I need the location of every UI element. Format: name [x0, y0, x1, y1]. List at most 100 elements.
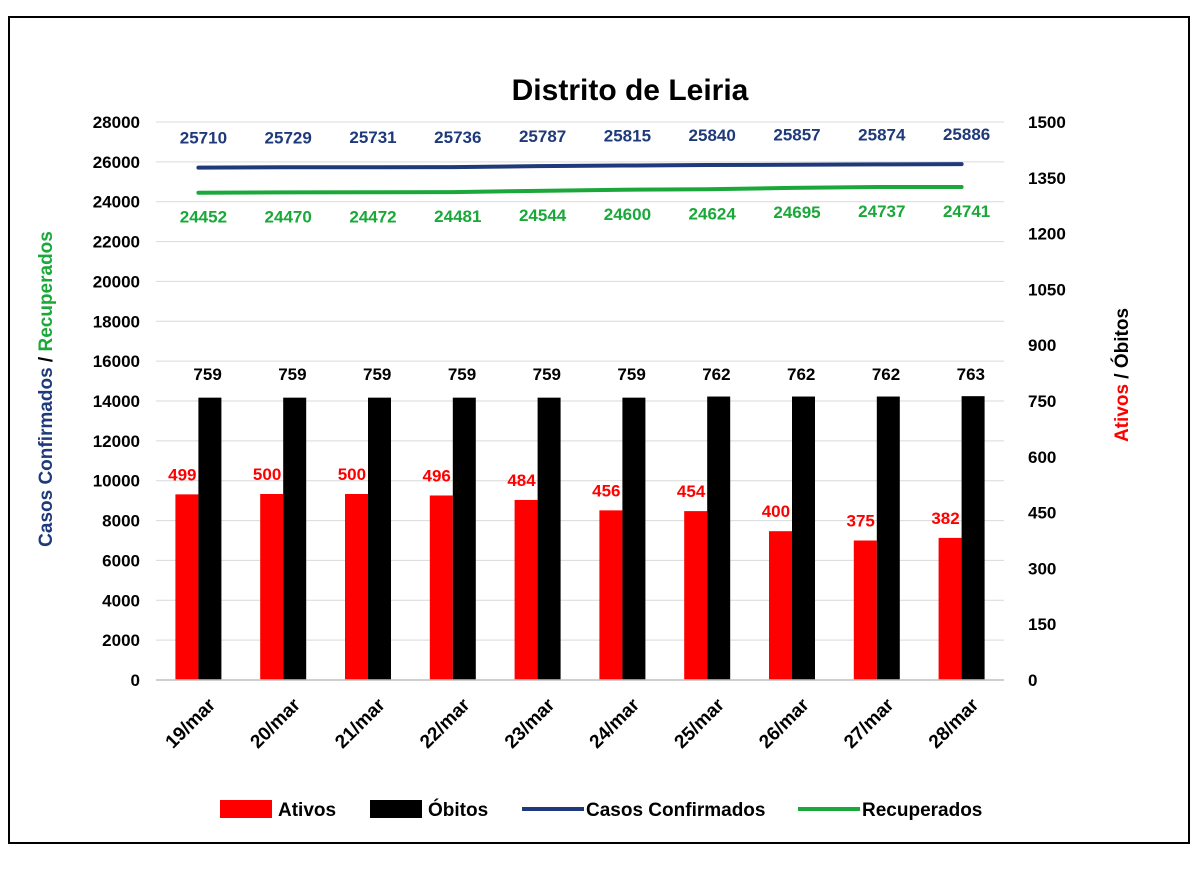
legend: Ativos Óbitos Casos Confirmados Recuperados: [220, 799, 982, 821]
data-label-ativos: 499: [168, 465, 196, 484]
legend-label-óbitos: Óbitos: [428, 799, 488, 821]
left-axis-tick-label: 4000: [102, 591, 140, 610]
right-axis-title-part1: Ativos: [1112, 384, 1133, 442]
chart-title: Distrito de Leiria: [512, 74, 749, 107]
x-category-label: 22/mar: [416, 694, 475, 753]
legend-label-ativos: Ativos: [278, 800, 336, 821]
data-label-casos-confirmados: 25787: [519, 127, 566, 146]
bar-ativos: [260, 494, 284, 680]
data-label-casos-confirmados: 25857: [773, 126, 820, 145]
left-axis-title-separator: /: [36, 352, 57, 368]
bar-óbitos: [537, 397, 561, 680]
data-label-recuperados: 24472: [349, 207, 396, 226]
bar-óbitos: [198, 397, 222, 680]
data-label-óbitos: 759: [617, 365, 645, 384]
bar-óbitos: [368, 397, 391, 680]
bars-group: [175, 396, 985, 680]
left-axis-tick-label: 6000: [102, 551, 140, 570]
bar-óbitos: [707, 396, 731, 680]
bar-óbitos: [961, 396, 985, 680]
lines-group: [196, 162, 964, 195]
data-label-casos-confirmados: 25731: [349, 128, 396, 147]
left-axis-title: Casos Confirmados / Recuperados: [36, 231, 57, 547]
data-label-recuperados: 24737: [858, 202, 905, 221]
bar-óbitos: [283, 397, 307, 680]
data-label-recuperados: 24481: [434, 207, 481, 226]
left-axis-title-part1: Casos Confirmados: [36, 367, 57, 546]
data-label-recuperados: 24741: [943, 202, 990, 221]
bar-óbitos: [792, 396, 815, 680]
bar-ativos: [769, 531, 792, 680]
legend-swatch-óbitos: [370, 800, 422, 818]
right-axis-tick-label: 750: [1028, 392, 1056, 411]
right-axis-tick-label: 450: [1028, 504, 1056, 523]
data-label-casos-confirmados: 25710: [180, 129, 227, 148]
data-label-recuperados: 24544: [519, 206, 567, 225]
data-label-ativos: 500: [338, 465, 366, 484]
bar-ativos: [599, 510, 623, 680]
line-recuperados: [196, 184, 964, 195]
left-axis-tick-label: 0: [131, 671, 140, 690]
x-category-label: 21/mar: [331, 694, 390, 753]
bar-ativos: [514, 499, 538, 680]
data-label-ativos: 454: [677, 482, 706, 501]
data-label-casos-confirmados: 25886: [943, 125, 990, 144]
data-label-recuperados: 24600: [604, 205, 651, 224]
left-axis-tick-label: 8000: [102, 512, 140, 531]
bar-ativos: [345, 494, 368, 680]
data-label-óbitos: 759: [363, 365, 391, 384]
bar-ativos: [853, 540, 877, 680]
data-label-ativos: 500: [253, 465, 281, 484]
data-label-ativos: 400: [762, 502, 790, 521]
data-label-óbitos: 762: [872, 365, 900, 384]
data-label-recuperados: 24452: [180, 208, 227, 227]
bar-ativos: [684, 511, 708, 680]
legend-label-recuperados: Recuperados: [862, 800, 982, 821]
x-category-label: 20/mar: [247, 694, 306, 753]
left-axis-tick-label: 28000: [93, 113, 140, 132]
bar-óbitos: [876, 396, 900, 680]
legend-label-casos-confirmados: Casos Confirmados: [586, 800, 765, 821]
data-label-casos-confirmados: 25729: [265, 128, 312, 147]
data-label-ativos: 382: [931, 509, 959, 528]
line-casos-confirmados: [196, 162, 964, 170]
left-axis-title-part2: Recuperados: [36, 231, 57, 351]
data-label-recuperados: 24624: [689, 204, 737, 223]
x-category-label: 23/mar: [501, 694, 560, 753]
data-label-ativos: 496: [423, 466, 451, 485]
data-label-casos-confirmados: 25874: [858, 125, 906, 144]
left-axis-tick-label: 18000: [93, 312, 140, 331]
data-label-óbitos: 759: [278, 365, 306, 384]
data-label-casos-confirmados: 25815: [604, 127, 651, 146]
right-axis-title-separator: /: [1112, 368, 1133, 384]
x-category-label: 25/mar: [671, 694, 730, 753]
data-label-óbitos: 759: [193, 365, 221, 384]
data-label-óbitos: 762: [702, 365, 730, 384]
chart-frame: Distrito de Leiria 499 500 500 496 484 456 454…: [8, 16, 1190, 844]
legend-swatch-ativos: [220, 800, 272, 818]
right-axis-tick-label: 1200: [1028, 225, 1066, 244]
x-category-label: 26/mar: [755, 694, 814, 753]
right-axis-tick-label: 900: [1028, 336, 1056, 355]
right-axis-title-part2: Óbitos: [1111, 308, 1133, 368]
x-category-label: 24/mar: [586, 694, 645, 753]
right-axis-tick-label: 150: [1028, 615, 1056, 634]
left-axis-tick-label: 12000: [93, 432, 140, 451]
bar-ativos: [938, 537, 962, 680]
right-axis-tick-label: 300: [1028, 559, 1056, 578]
bar-ativos: [429, 495, 453, 680]
right-axis-tick-label: 1350: [1028, 169, 1066, 188]
data-label-casos-confirmados: 25840: [689, 126, 736, 145]
data-label-óbitos: 763: [957, 365, 985, 384]
left-axis-tick-label: 22000: [93, 233, 140, 252]
right-axis-tick-label: 600: [1028, 448, 1056, 467]
data-label-óbitos: 759: [448, 365, 476, 384]
x-category-label: 27/mar: [840, 694, 899, 753]
left-axis-tick-label: 10000: [93, 472, 140, 491]
left-axis-tick-label: 2000: [102, 631, 140, 650]
right-axis-tick-label: 0: [1028, 671, 1037, 690]
right-axis-tick-label: 1500: [1028, 113, 1066, 132]
data-label-ativos: 484: [507, 471, 536, 490]
left-axis-tick-label: 16000: [93, 352, 140, 371]
bar-óbitos: [622, 397, 646, 680]
